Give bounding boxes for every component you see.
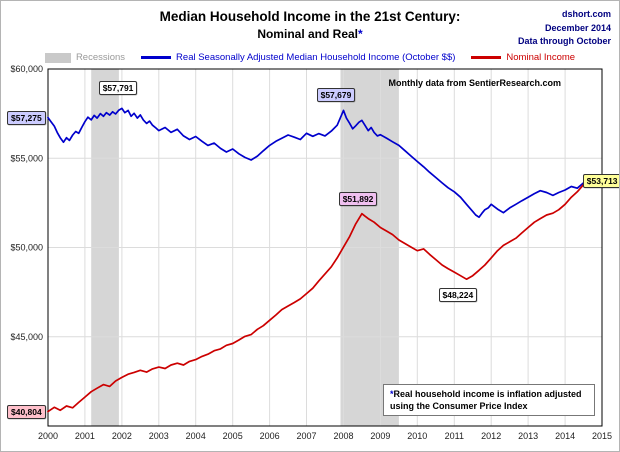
chart-subtitle-text: Nominal and Real bbox=[257, 27, 358, 41]
annotation-51892: $51,892 bbox=[338, 191, 378, 206]
svg-text:2013: 2013 bbox=[518, 431, 538, 441]
real-line-swatch-icon bbox=[141, 56, 172, 59]
source-attribution: dshort.com December 2014 Data through Oc… bbox=[518, 8, 611, 49]
footnote-asterisk: * bbox=[390, 389, 394, 399]
svg-text:2005: 2005 bbox=[223, 431, 243, 441]
legend-nominal-label: Nominal Income bbox=[506, 52, 576, 63]
legend-item-real: Real Seasonally Adjusted Median Househol… bbox=[141, 52, 455, 63]
source-date: December 2014 bbox=[544, 22, 611, 33]
data-source-note: Monthly data from SentierResearch.com bbox=[388, 78, 561, 88]
svg-text:2008: 2008 bbox=[333, 431, 353, 441]
svg-text:2001: 2001 bbox=[75, 431, 95, 441]
legend-real-label: Real Seasonally Adjusted Median Househol… bbox=[176, 52, 456, 63]
annotation-53713: $53,713 bbox=[582, 174, 619, 189]
svg-text:2015: 2015 bbox=[592, 431, 612, 441]
annotation-57275: $57,275 bbox=[7, 110, 46, 125]
legend-recessions-label: Recessions bbox=[75, 52, 126, 63]
annotation-40804: $40,804 bbox=[7, 404, 46, 419]
recession-swatch-icon bbox=[44, 52, 71, 63]
svg-text:$55,000: $55,000 bbox=[10, 153, 43, 163]
chart-subtitle: Nominal and Real* bbox=[1, 27, 619, 41]
svg-text:2011: 2011 bbox=[445, 431, 464, 441]
svg-text:$50,000: $50,000 bbox=[10, 243, 43, 253]
svg-text:2009: 2009 bbox=[370, 431, 390, 441]
footnote-box: *Real household income is inflation adju… bbox=[383, 384, 595, 417]
svg-text:2003: 2003 bbox=[149, 431, 169, 441]
svg-text:2012: 2012 bbox=[481, 431, 501, 441]
legend-item-nominal: Nominal Income bbox=[471, 52, 575, 63]
chart-title: Median Household Income in the 21st Cent… bbox=[159, 9, 461, 24]
annotation-57679: $57,679 bbox=[316, 88, 356, 103]
annotation-48224: $48,224 bbox=[438, 288, 478, 303]
legend-item-recessions: Recessions bbox=[44, 52, 126, 63]
svg-text:2002: 2002 bbox=[112, 431, 132, 441]
subtitle-asterisk: * bbox=[358, 27, 363, 41]
svg-text:2010: 2010 bbox=[407, 431, 427, 441]
legend: Recessions Real Seasonally Adjusted Medi… bbox=[1, 52, 619, 63]
svg-text:2006: 2006 bbox=[260, 431, 280, 441]
source-through: Data through October bbox=[517, 36, 611, 46]
svg-text:2014: 2014 bbox=[555, 431, 575, 441]
svg-text:2000: 2000 bbox=[38, 431, 58, 441]
nominal-line-swatch-icon bbox=[471, 56, 502, 59]
source-site: dshort.com bbox=[561, 9, 611, 19]
annotation-57791: $57,791 bbox=[98, 81, 138, 96]
svg-text:$45,000: $45,000 bbox=[10, 332, 43, 342]
footnote-text: Real household income is inflation adjus… bbox=[390, 389, 582, 412]
svg-text:$60,000: $60,000 bbox=[10, 64, 43, 74]
svg-text:2007: 2007 bbox=[296, 431, 316, 441]
svg-text:2004: 2004 bbox=[186, 431, 206, 441]
